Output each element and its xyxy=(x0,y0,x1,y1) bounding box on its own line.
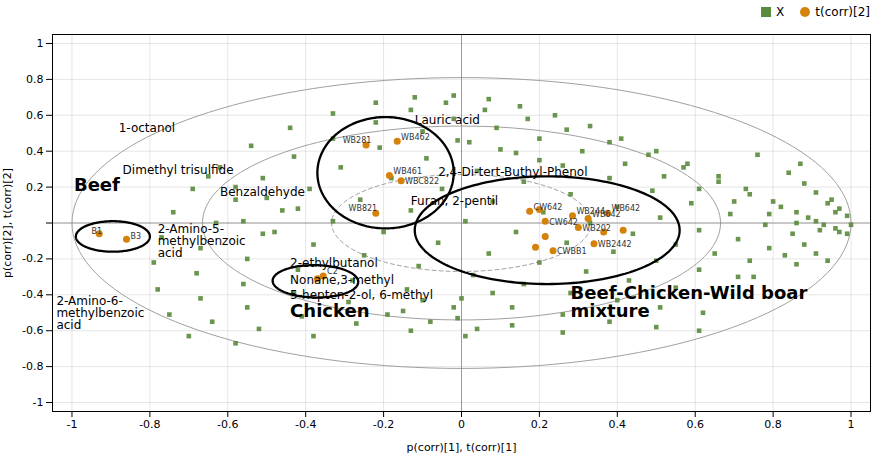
svg-text:CW642: CW642 xyxy=(549,218,578,227)
svg-text:Dimethyl trisulfide: Dimethyl trisulfide xyxy=(123,163,234,177)
svg-text:WB642: WB642 xyxy=(611,204,640,213)
svg-text:WBC822: WBC822 xyxy=(405,177,439,186)
svg-text:0.4: 0.4 xyxy=(609,418,627,431)
svg-text:1-octanol: 1-octanol xyxy=(119,121,175,135)
svg-text:WB2442: WB2442 xyxy=(598,240,632,249)
svg-text:1: 1 xyxy=(848,418,855,431)
svg-text:WB281: WB281 xyxy=(343,136,372,145)
svg-text:1: 1 xyxy=(37,37,44,50)
svg-text:-0.6: -0.6 xyxy=(217,418,238,431)
svg-text:-0.4: -0.4 xyxy=(22,288,43,301)
svg-text:-0.8: -0.8 xyxy=(22,360,43,373)
svg-text:0: 0 xyxy=(458,418,465,431)
svg-text:CW642: CW642 xyxy=(534,203,563,212)
svg-text:B1: B1 xyxy=(91,227,102,236)
html-text:X: X xyxy=(776,5,785,19)
svg-text:0.4: 0.4 xyxy=(26,145,44,158)
svg-text:2-Amino-5-methylbenzoicacid: 2-Amino-5-methylbenzoicacid xyxy=(158,222,246,260)
svg-text:-0.2: -0.2 xyxy=(373,418,394,431)
svg-text:-0.2: -0.2 xyxy=(22,252,43,265)
svg-text:B3: B3 xyxy=(130,232,141,241)
svg-text:-1: -1 xyxy=(66,418,77,431)
svg-text:Furan, 2-pentil: Furan, 2-pentil xyxy=(411,194,498,208)
svg-text:-0.6: -0.6 xyxy=(22,324,43,337)
svg-text:WB821: WB821 xyxy=(349,204,378,213)
svg-text:p(corr)[2], t(corr)[2]: p(corr)[2], t(corr)[2] xyxy=(1,168,14,278)
svg-text:2-Amino-6-methylbenzoicacid: 2-Amino-6-methylbenzoicacid xyxy=(56,294,144,332)
svg-text:WB202: WB202 xyxy=(582,224,611,233)
svg-text:-0.8: -0.8 xyxy=(139,418,160,431)
svg-text:-0.4: -0.4 xyxy=(295,418,316,431)
svg-text:5-hepten-2-ol, 6-methyl: 5-hepten-2-ol, 6-methyl xyxy=(290,287,433,302)
svg-text:p(corr)[1], t(corr)[1]: p(corr)[1], t(corr)[1] xyxy=(407,441,517,453)
svg-text:Beef: Beef xyxy=(74,174,120,195)
svg-text:Lauric acid: Lauric acid xyxy=(415,113,480,127)
svg-text:Beef-Chicken-Wild boarmixture: Beef-Chicken-Wild boarmixture xyxy=(571,282,808,321)
svg-text:Chicken: Chicken xyxy=(290,300,369,321)
html-text:t(corr)[2]: t(corr)[2] xyxy=(815,5,870,19)
svg-text:0.6: 0.6 xyxy=(686,418,704,431)
svg-text:WB461: WB461 xyxy=(393,167,422,176)
svg-text:0.2: 0.2 xyxy=(26,181,44,194)
svg-text:WB642: WB642 xyxy=(592,209,621,219)
svg-text:WB462: WB462 xyxy=(401,133,430,142)
svg-text:0.8: 0.8 xyxy=(26,73,44,86)
svg-text:2-ethylbutanol: 2-ethylbutanol xyxy=(290,256,378,270)
svg-text:-1: -1 xyxy=(33,396,44,409)
svg-text:2,4-Di-tert-Buthyl-Phenol: 2,4-Di-tert-Buthyl-Phenol xyxy=(438,165,587,179)
svg-text:Benzaldehyde: Benzaldehyde xyxy=(220,185,305,199)
svg-text:Nonane,3-methyl: Nonane,3-methyl xyxy=(290,273,394,287)
svg-text:0.8: 0.8 xyxy=(764,418,782,431)
svg-text:WB244: WB244 xyxy=(576,207,606,216)
svg-text:0.2: 0.2 xyxy=(531,418,549,431)
svg-text:CWBB1: CWBB1 xyxy=(557,247,587,256)
svg-text:0.6: 0.6 xyxy=(26,109,44,122)
